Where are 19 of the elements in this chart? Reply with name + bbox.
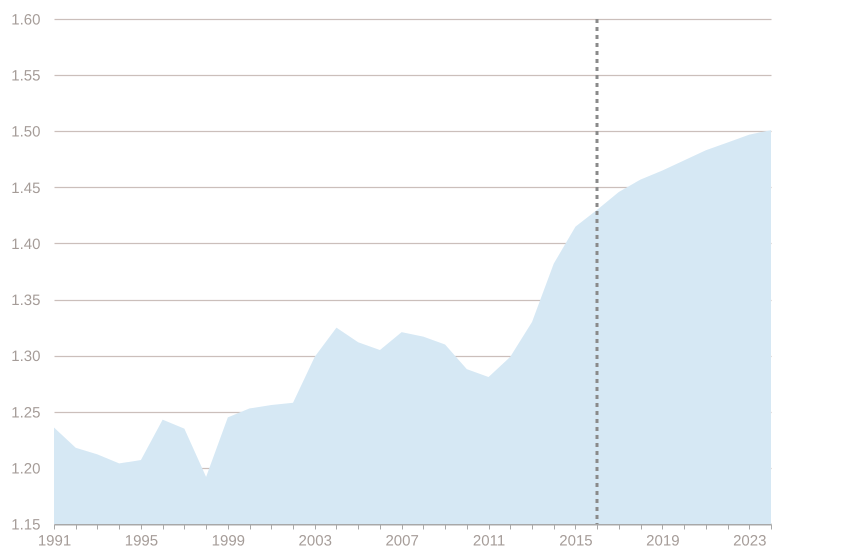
y-tick-label: 1.50 <box>11 124 40 141</box>
y-tick-label: 1.15 <box>11 516 40 534</box>
x-tick-label: 2003 <box>298 532 332 550</box>
x-tick-label: 2011 <box>472 532 506 550</box>
x-tick-label: 1991 <box>38 532 72 550</box>
y-tick-label: 1.60 <box>11 12 40 28</box>
y-tick-label: 1.45 <box>11 180 40 197</box>
y-tick-label: 1.40 <box>11 236 40 253</box>
y-tick-label: 1.30 <box>11 348 40 366</box>
x-tick-label: 1999 <box>212 532 246 550</box>
y-tick-label: 1.25 <box>11 404 40 422</box>
x-tick-label: 2015 <box>559 532 593 550</box>
y-tick-label: 1.20 <box>11 460 40 478</box>
x-tick-label: 1995 <box>124 532 158 550</box>
y-tick-label: 1.55 <box>11 68 40 85</box>
x-tick-label: 2007 <box>385 532 419 550</box>
x-tick-label: 2019 <box>646 532 680 550</box>
x-tick-label: 2023 <box>733 532 766 550</box>
y-tick-label: 1.35 <box>11 292 40 310</box>
